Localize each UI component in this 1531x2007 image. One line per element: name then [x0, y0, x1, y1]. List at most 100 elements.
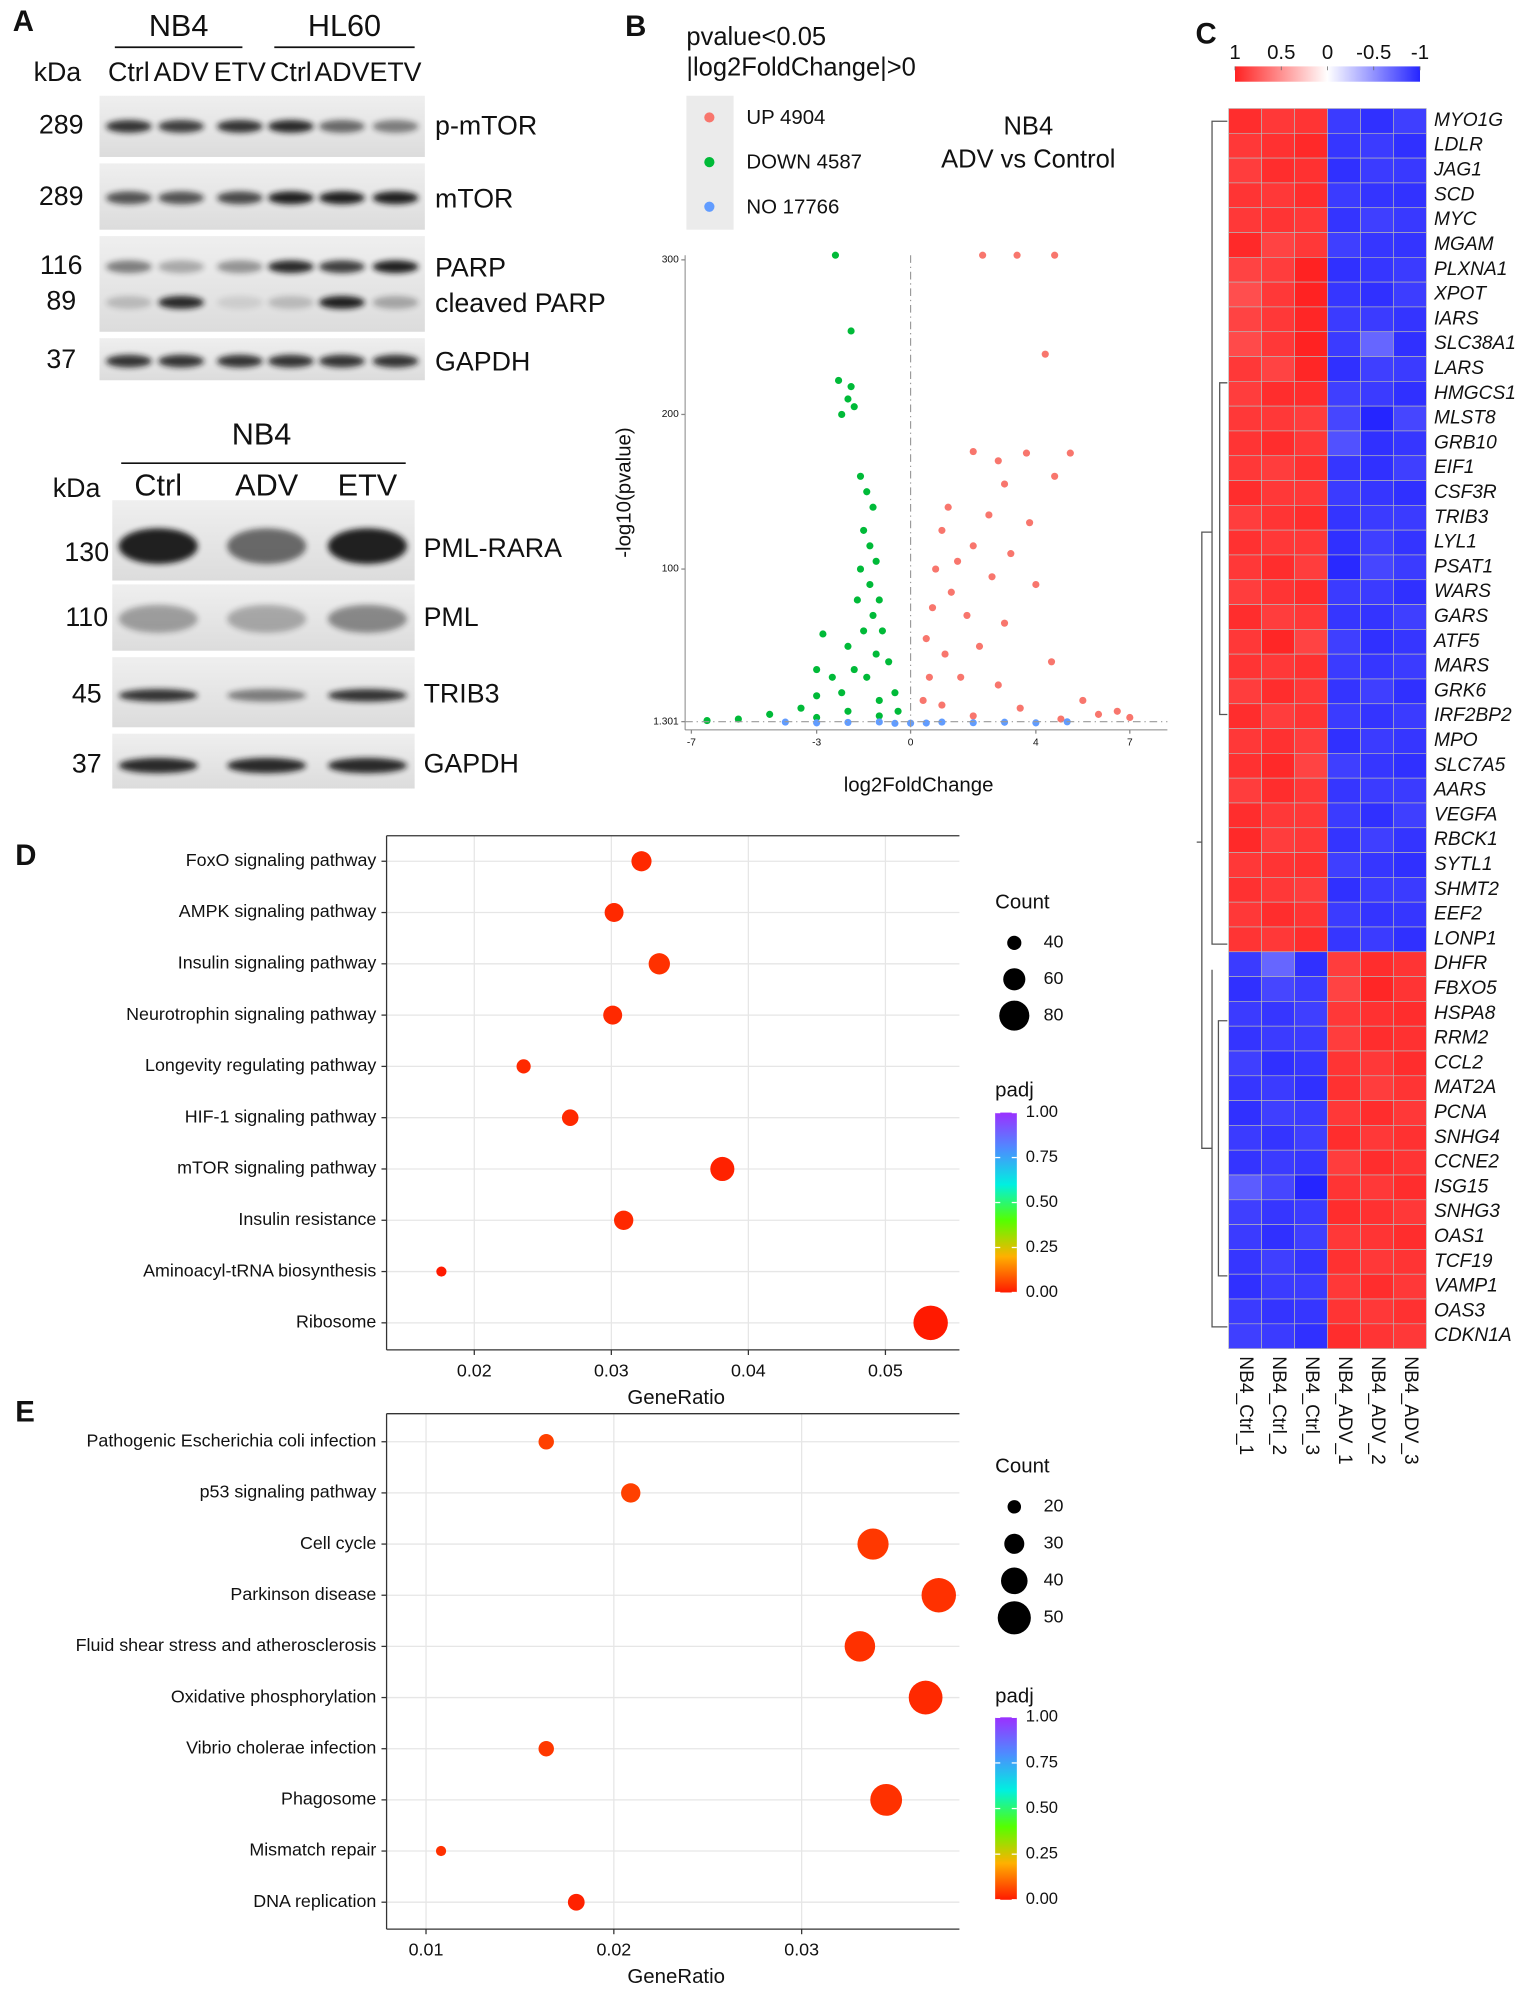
heatmap-cell: [1393, 1025, 1427, 1052]
y-tick-label: 200: [662, 409, 679, 420]
dot: [516, 1059, 531, 1074]
heatmap-cell: [1228, 1323, 1262, 1349]
y-tick-label: 100: [662, 564, 679, 575]
blot-band: [318, 354, 365, 368]
size-legend-dot: [1004, 1533, 1025, 1554]
blot-band: [267, 119, 314, 133]
data-point: [850, 403, 858, 411]
heatmap-cell: [1393, 926, 1427, 953]
kda-value: 130: [64, 537, 109, 567]
data-point: [1000, 718, 1009, 726]
heatmap-cell: [1393, 877, 1427, 903]
heatmap-cell: [1294, 1273, 1328, 1300]
row-label: HSPA8: [1434, 1003, 1496, 1024]
heatmap-cell: [1327, 579, 1361, 605]
y-axis-title: -log10(pvalue): [614, 427, 636, 557]
dot: [561, 1109, 579, 1126]
data-point: [928, 604, 937, 612]
heatmap-cell: [1261, 951, 1295, 977]
data-point: [844, 718, 852, 726]
blot-band: [216, 354, 263, 368]
heatmap-cell: [1327, 480, 1361, 506]
colorbar-label: 0.5: [1267, 42, 1295, 64]
heatmap-cell: [1327, 108, 1361, 134]
heatmap-cell: [1360, 728, 1394, 754]
heatmap-cell: [1393, 753, 1427, 779]
kda-title: kDa: [34, 57, 82, 87]
heatmap-cell: [1393, 827, 1427, 853]
legend-title: padj: [995, 1685, 1034, 1707]
data-point: [947, 588, 955, 596]
heatmap-cell: [1327, 653, 1361, 680]
heatmap-cell: [1261, 976, 1295, 1002]
data-point: [1013, 251, 1021, 259]
dot: [631, 851, 652, 872]
blot-band: [267, 191, 314, 205]
row-label: SYTL1: [1434, 854, 1492, 875]
row-label: MYO1G: [1434, 110, 1503, 131]
dot: [870, 1783, 903, 1816]
data-point: [932, 565, 940, 573]
data-point: [994, 681, 1002, 689]
colorbar-label: -0.5: [1356, 42, 1391, 64]
heatmap-cell: [1261, 579, 1295, 605]
data-point: [969, 712, 977, 720]
panel-label: B: [625, 10, 646, 43]
data-point: [1079, 696, 1087, 705]
heatmap-cell: [1393, 1001, 1427, 1027]
row-label: SLC38A1: [1434, 333, 1516, 354]
size-legend-label: 60: [1044, 968, 1064, 988]
blot-band: [158, 191, 205, 205]
heatmap-cell: [1360, 381, 1394, 407]
data-point: [866, 542, 874, 550]
data-point: [957, 673, 965, 681]
dot: [436, 1266, 447, 1277]
heatmap-cell: [1327, 1249, 1361, 1275]
row-label: SLC7A5: [1434, 755, 1506, 776]
heatmap-cell: [1228, 877, 1262, 903]
colorbar-label: 0: [1322, 42, 1333, 64]
heatmap-cell: [1228, 753, 1262, 779]
heatmap-cell: [1393, 976, 1427, 1002]
heatmap-cell: [1261, 777, 1295, 804]
heatmap-cell: [1327, 281, 1361, 308]
heatmap-cell: [1327, 430, 1361, 457]
heatmap-cell: [1228, 1174, 1262, 1201]
heatmap-cell: [1327, 1025, 1361, 1052]
x-tick-label: 7: [1127, 737, 1133, 748]
legend-label: UP 4904: [746, 107, 825, 129]
blot-band: [216, 260, 263, 274]
heatmap-cell: [1228, 381, 1262, 407]
kda-value: 110: [65, 602, 108, 632]
heatmap-cell: [1261, 356, 1295, 382]
heatmap-cell: [1228, 232, 1262, 258]
x-tick-label: 0.05: [868, 1360, 903, 1380]
heatmap-cell: [1294, 653, 1328, 680]
heatmap-cell: [1393, 1199, 1427, 1225]
heatmap-cell: [1228, 629, 1262, 655]
heatmap-cell: [1360, 405, 1394, 432]
heatmap-cell: [1261, 232, 1295, 258]
x-tick-label: 0: [908, 737, 914, 748]
dendrogram-subbranches: [1217, 382, 1228, 1277]
data-point: [944, 503, 952, 511]
x-tick-label: -7: [687, 737, 696, 748]
data-point: [850, 665, 858, 674]
heatmap-cell: [1393, 1050, 1427, 1077]
dot: [538, 1434, 554, 1450]
data-point: [969, 447, 977, 456]
heatmap-cell: [1261, 604, 1295, 630]
data-point: [919, 696, 927, 705]
dot: [621, 1483, 641, 1503]
data-point: [894, 707, 902, 715]
heatmap-cell: [1360, 1125, 1394, 1151]
heatmap-cell: [1261, 157, 1295, 184]
heatmap-cell: [1360, 1050, 1394, 1077]
heatmap-cell: [1360, 926, 1394, 953]
kda-title: kDa: [53, 473, 101, 503]
heatmap-cell: [1360, 1075, 1394, 1101]
heatmap-cell: [1360, 331, 1394, 357]
row-label: RRM2: [1434, 1028, 1489, 1049]
size-legend-label: 50: [1044, 1607, 1064, 1627]
heatmap-cell: [1261, 182, 1295, 209]
